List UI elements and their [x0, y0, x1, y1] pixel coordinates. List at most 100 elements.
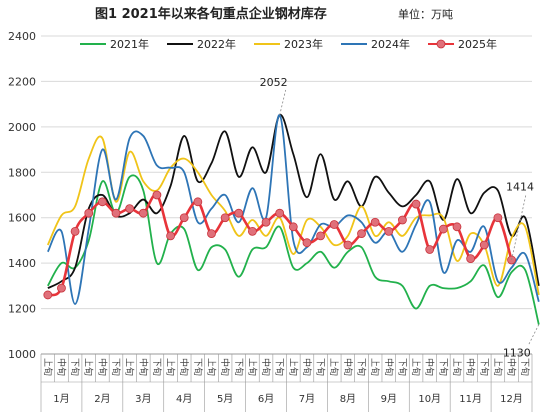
series-point [193, 197, 203, 207]
x-tick-label: 上旬 [165, 358, 177, 376]
x-tick-label: 中旬 [301, 358, 313, 376]
month-label: 8月 [340, 393, 356, 405]
annotation-leader [528, 324, 540, 345]
x-tick-label: 中旬 [96, 358, 108, 376]
x-tick-label: 下旬 [110, 358, 122, 376]
legend-label: 2025年 [458, 37, 497, 51]
x-tick-label: 中旬 [342, 358, 354, 376]
series-point [138, 208, 148, 218]
series-point [275, 208, 285, 218]
legend-label: 2021年 [110, 37, 149, 51]
x-tick-label: 上旬 [369, 358, 381, 376]
series-point [398, 215, 407, 225]
x-tick-label: 下旬 [478, 358, 490, 376]
series-point [125, 204, 135, 214]
legend-label: 2024年 [371, 37, 410, 51]
series-point [479, 240, 489, 250]
legend-marker [436, 39, 446, 49]
series-point [493, 213, 503, 223]
y-tick-label: 2400 [8, 30, 36, 43]
legend-label: 2022年 [197, 37, 236, 51]
series-point [507, 255, 516, 265]
month-label: 2月 [94, 393, 110, 405]
annotation-label: 1130 [503, 346, 531, 359]
x-tick-label: 中旬 [219, 358, 231, 376]
month-label: 1月 [53, 393, 69, 405]
y-tick-label: 1600 [8, 212, 36, 225]
y-tick-label: 2000 [8, 121, 36, 134]
series-point [329, 220, 339, 229]
series-point [152, 190, 162, 200]
series-point [316, 231, 325, 241]
y-tick-label: 1200 [8, 303, 36, 316]
series-point [248, 226, 257, 236]
x-tick-label: 中旬 [383, 358, 395, 376]
series-point [302, 238, 312, 248]
y-tick-label: 2200 [8, 75, 36, 88]
x-tick-label: 上旬 [83, 358, 95, 376]
series-point [84, 208, 94, 218]
x-tick-label: 上旬 [328, 358, 340, 376]
x-tick-label: 中旬 [465, 358, 477, 376]
series-point [288, 222, 298, 232]
x-tick-label: 上旬 [410, 358, 422, 376]
x-tick-label: 下旬 [396, 358, 408, 376]
series-line-2021年 [47, 174, 540, 325]
x-tick-label: 上旬 [492, 358, 504, 376]
month-label: 3月 [135, 393, 151, 405]
y-tick-label: 1800 [8, 166, 36, 179]
x-tick-label: 下旬 [151, 358, 163, 376]
x-tick-label: 下旬 [315, 358, 327, 376]
month-label: 4月 [176, 393, 192, 405]
x-tick-label: 上旬 [287, 358, 299, 376]
x-tick-label: 上旬 [124, 358, 136, 376]
month-label: 10月 [418, 393, 441, 405]
x-tick-label: 中旬 [260, 358, 272, 376]
x-tick-label: 上旬 [42, 358, 54, 376]
series-point [207, 229, 216, 239]
x-tick-label: 下旬 [233, 358, 245, 376]
month-label: 12月 [500, 393, 523, 405]
x-tick-label: 中旬 [506, 358, 518, 376]
x-tick-label: 中旬 [424, 358, 436, 376]
x-tick-label: 下旬 [437, 358, 449, 376]
series-point [179, 213, 189, 223]
x-tick-label: 下旬 [519, 358, 531, 376]
month-label: 11月 [459, 393, 482, 405]
x-tick-label: 中旬 [178, 358, 190, 376]
series-point [411, 199, 421, 209]
annotation-leader [279, 89, 287, 116]
series-point [384, 226, 394, 236]
x-tick-label: 中旬 [137, 358, 149, 376]
legend-label: 2023年 [284, 37, 323, 51]
series-point [220, 213, 230, 223]
chart-title: 图1 2021年以来各旬重点企业钢材库存 [95, 6, 327, 22]
series-point [452, 222, 462, 232]
x-tick-label: 上旬 [205, 358, 217, 376]
series-point [70, 226, 80, 236]
y-tick-label: 1400 [8, 257, 36, 270]
series-point [343, 240, 353, 250]
x-tick-label: 下旬 [274, 358, 286, 376]
month-label: 9月 [381, 393, 397, 405]
y-tick-label: 1000 [8, 348, 36, 361]
annotation-leader [511, 194, 527, 261]
series-point [357, 229, 366, 239]
x-tick-label: 上旬 [451, 358, 463, 376]
month-label: 7月 [299, 393, 315, 405]
series-line-2024年 [47, 114, 540, 305]
x-tick-label: 中旬 [55, 358, 67, 376]
series-point [57, 283, 66, 293]
series-point [438, 224, 448, 234]
annotation-label: 2052 [260, 76, 288, 89]
x-tick-label: 上旬 [246, 358, 258, 376]
series-point [166, 231, 175, 241]
series-point [370, 217, 380, 227]
series-point [466, 254, 476, 264]
series-point [111, 208, 121, 218]
series-point [97, 197, 107, 207]
month-label: 5月 [217, 393, 233, 405]
series-point [425, 245, 435, 254]
unit-label: 单位：万吨 [398, 7, 453, 21]
